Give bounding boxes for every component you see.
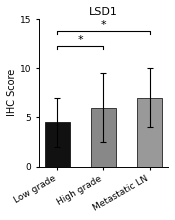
Bar [45,122,70,167]
Text: *: * [78,35,83,45]
Y-axis label: IHC Score: IHC Score [7,69,17,116]
Bar [91,108,116,167]
Bar [137,98,162,167]
Text: *: * [101,20,106,30]
Title: LSD1: LSD1 [89,7,118,17]
